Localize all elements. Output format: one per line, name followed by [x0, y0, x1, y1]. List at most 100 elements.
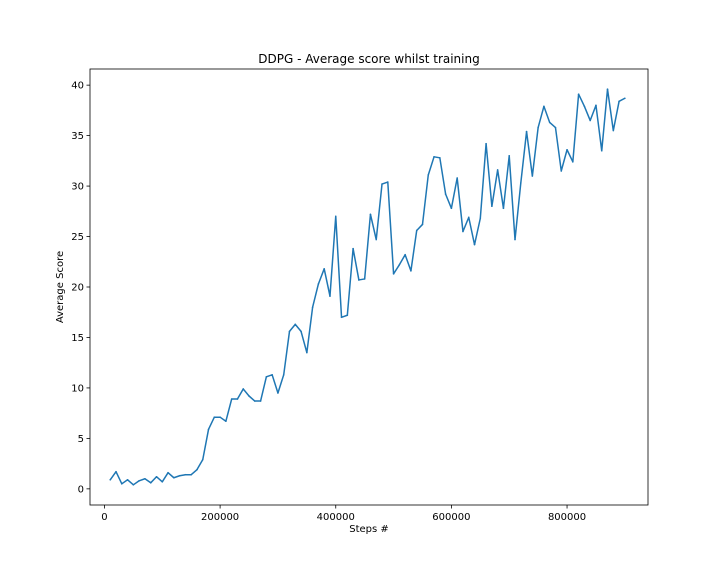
data-point: [496, 169, 499, 171]
data-point: [415, 229, 418, 232]
data-point: [439, 157, 441, 159]
data-point: [398, 264, 401, 266]
data-point: [560, 170, 563, 172]
data-point: [138, 479, 140, 482]
data-point: [525, 130, 528, 133]
data-point: [219, 416, 221, 418]
data-point: [161, 480, 164, 483]
data-point: [577, 93, 580, 96]
data-point: [456, 177, 458, 179]
data-point: [126, 478, 129, 481]
data-point: [167, 471, 169, 474]
y-tick-label: 30: [71, 182, 84, 193]
data-point: [207, 428, 210, 431]
data-point: [149, 482, 152, 484]
data-point: [173, 476, 175, 479]
y-axis-title: Average Score: [55, 251, 66, 323]
data-point: [450, 207, 453, 210]
data-point: [196, 468, 198, 471]
data-point: [531, 175, 534, 177]
data-point: [462, 230, 464, 233]
data-point: [358, 279, 360, 281]
data-point: [363, 278, 366, 280]
data-point: [491, 205, 493, 208]
data-point: [323, 268, 325, 270]
chart-title: DDPG - Average score whilst training: [258, 52, 479, 66]
x-axis-title: Steps #: [349, 524, 389, 535]
data-point: [329, 295, 331, 297]
data-point: [334, 215, 337, 218]
data-point: [300, 330, 302, 333]
data-point: [612, 129, 615, 132]
y-tick-label: 0: [78, 484, 84, 495]
data-point: [572, 161, 574, 163]
data-point: [306, 351, 308, 354]
x-tick-label: 800000: [548, 512, 586, 523]
data-point: [479, 217, 482, 220]
data-point: [427, 174, 430, 176]
axes-layer: 0 200000 400000 600000 800000 0 5 10 15 20 25 30 35 4…: [71, 68, 649, 523]
y-tick-label: 5: [78, 434, 84, 445]
series-layer: [109, 88, 626, 486]
y-tick-label: 15: [71, 333, 84, 344]
data-point: [346, 314, 349, 317]
y-tick-label: 10: [71, 383, 84, 394]
y-tick-label: 35: [71, 131, 84, 142]
data-point: [514, 238, 516, 241]
data-point: [271, 374, 273, 376]
data-point: [265, 376, 268, 378]
data-point: [201, 458, 204, 461]
data-point: [352, 247, 354, 250]
x-tick-label: 200000: [201, 512, 239, 523]
data-point: [248, 395, 250, 397]
data-point: [589, 119, 591, 122]
data-point: [282, 374, 285, 376]
data-point: [132, 484, 135, 486]
y-tick-label: 25: [71, 232, 84, 243]
data-point: [109, 478, 112, 481]
data-point: [543, 105, 545, 108]
x-tick-label: 0: [101, 512, 107, 523]
data-point: [144, 477, 146, 480]
data-point: [433, 156, 435, 158]
data-point: [421, 223, 424, 226]
data-point: [386, 181, 389, 183]
data-point: [225, 420, 227, 423]
data-point: [369, 213, 372, 216]
data-point: [259, 400, 262, 402]
data-point: [624, 97, 626, 100]
data-point: [502, 207, 505, 210]
data-point: [473, 243, 476, 246]
x-tick-label: 400000: [317, 512, 355, 523]
data-point: [618, 100, 620, 103]
data-point: [294, 323, 297, 326]
data-point: [600, 149, 603, 152]
data-point: [508, 155, 511, 157]
y-tick-label: 40: [71, 81, 84, 92]
data-point: [311, 306, 314, 308]
data-point: [184, 473, 187, 476]
data-point: [519, 182, 522, 184]
data-point: [467, 216, 470, 219]
data-point: [254, 400, 256, 402]
data-point: [554, 126, 557, 129]
data-point: [606, 88, 609, 90]
data-point: [381, 183, 383, 185]
data-point: [404, 253, 406, 256]
data-point: [288, 330, 291, 333]
data-point: [583, 105, 586, 108]
data-point: [392, 273, 395, 275]
data-point: [595, 104, 597, 107]
y-tick-label: 20: [71, 283, 84, 294]
data-point: [190, 473, 192, 476]
data-point: [230, 398, 233, 400]
data-point: [115, 470, 117, 473]
data-point: [485, 142, 487, 145]
data-point: [375, 238, 378, 241]
data-point: [566, 148, 568, 151]
x-tick-label: 600000: [432, 512, 470, 523]
data-point: [155, 475, 158, 478]
data-point: [410, 270, 412, 272]
data-point: [236, 398, 239, 400]
